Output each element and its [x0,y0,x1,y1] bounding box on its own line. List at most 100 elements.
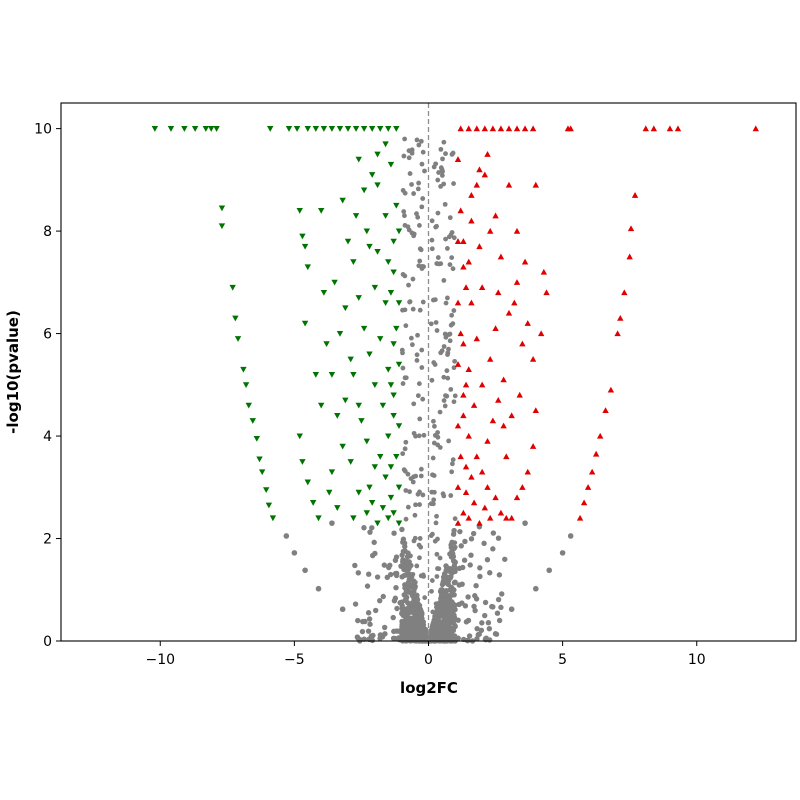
data-point-triangle-down-33 [258,469,266,476]
data-point-not-significant [440,169,445,174]
data-point-triangle-down-114 [347,459,354,465]
data-point-not-significant [417,258,423,264]
data-point-triangle-up-11 [567,125,574,132]
data-point-not-significant [400,451,406,457]
data-point-not-significant [498,604,504,611]
data-point-triangle-down-89 [385,433,392,440]
data-point-triangle-down-92 [366,351,373,358]
data-point-not-significant [411,231,417,237]
data-point-not-significant [431,440,437,446]
data-point-not-significant [418,473,424,479]
data-point-not-significant [419,266,425,271]
data-point-not-significant [410,571,416,577]
data-point-triangle-down-10 [304,126,311,132]
data-point-not-significant [456,601,462,608]
data-point-not-significant [404,619,410,626]
data-point-not-significant [391,598,398,604]
data-point-circle-1 [315,585,322,592]
data-point-not-significant [377,597,383,604]
data-point-not-significant [410,276,416,282]
data-point-triangle-up-2 [473,125,480,132]
data-point-not-significant [434,513,439,519]
data-point-not-significant [408,476,414,482]
data-point-not-significant [365,610,372,616]
data-point-not-significant [429,246,435,252]
data-point-not-significant [406,576,413,583]
data-point-not-significant [402,468,408,474]
data-point-not-significant [371,539,377,546]
data-point-not-significant [403,516,409,522]
data-point-triangle-up-0 [457,125,464,132]
data-point-not-significant [447,262,453,268]
data-point-triangle-down-15 [344,126,352,132]
data-point-not-significant [403,488,409,493]
data-point-not-significant [402,136,408,142]
data-point-not-significant [415,186,421,192]
data-point-triangle-down-24 [229,284,236,291]
data-point-not-significant [445,350,451,356]
data-point-not-significant [450,457,456,463]
data-point-not-significant [404,572,410,578]
data-point-not-significant [418,615,425,622]
data-point-triangle-down-36 [269,515,277,522]
data-point-triangle-up-32 [521,258,529,265]
data-point-triangle-up-88 [465,258,472,265]
data-point-not-significant [479,620,485,626]
data-point-triangle-up-107 [460,238,467,244]
data-point-not-significant [433,520,439,526]
data-point-not-significant [407,489,412,495]
data-point-triangle-down-68 [395,300,403,307]
data-point-not-significant [463,619,470,625]
data-point-not-significant [435,434,441,440]
data-point-triangle-down-102 [382,213,389,219]
data-point-not-significant [446,346,451,352]
data-point-not-significant [502,556,508,562]
y-tick-label: 4 [43,429,52,445]
data-point-not-significant [451,181,456,186]
data-point-triangle-down-23 [218,223,226,230]
data-point-triangle-down-42 [312,371,320,378]
data-point-triangle-down-30 [249,418,256,424]
data-point-triangle-up-69 [481,504,489,511]
data-point-triangle-up-95 [519,340,526,347]
data-point-not-significant [438,146,444,152]
data-point-not-significant [406,148,412,154]
data-point-triangle-up-5 [497,125,505,132]
data-point-not-significant [417,536,423,541]
data-point-circle-4 [283,533,290,539]
data-point-not-significant [417,489,422,495]
data-point-not-significant [432,297,438,303]
data-point-not-significant [486,625,493,632]
data-point-triangle-down-14 [336,126,344,132]
data-point-not-significant [432,538,438,544]
data-point-triangle-down-74 [395,484,403,491]
data-point-not-significant [440,574,447,580]
data-point-triangle-down-61 [366,243,373,250]
data-point-not-significant [444,368,450,374]
data-point-triangle-down-117 [387,494,395,501]
data-point-triangle-up-49 [505,181,513,188]
data-point-not-significant [441,593,446,599]
data-point-circle-7 [546,567,553,574]
data-point-not-significant [494,610,501,616]
data-point-not-significant [429,218,435,224]
data-point-not-significant [422,168,427,174]
data-point-triangle-up-37 [532,407,539,414]
data-point-not-significant [416,142,422,148]
data-point-not-significant [468,536,475,542]
data-point-triangle-up-38 [524,468,531,475]
data-point-triangle-down-62 [374,151,381,158]
data-point-not-significant [362,618,368,625]
data-point-not-significant [447,215,453,221]
data-point-not-significant [407,589,413,596]
data-point-not-significant [393,554,400,560]
data-point-not-significant [489,603,495,610]
data-point-not-significant [452,516,458,522]
data-point-triangle-up-67 [470,499,478,506]
data-point-triangle-down-96 [382,300,389,307]
data-point-not-significant [364,583,371,589]
data-point-triangle-up-102 [462,463,470,470]
data-point-not-significant [416,263,422,269]
data-point-triangle-down-25 [232,315,239,322]
data-point-not-significant [434,328,440,333]
